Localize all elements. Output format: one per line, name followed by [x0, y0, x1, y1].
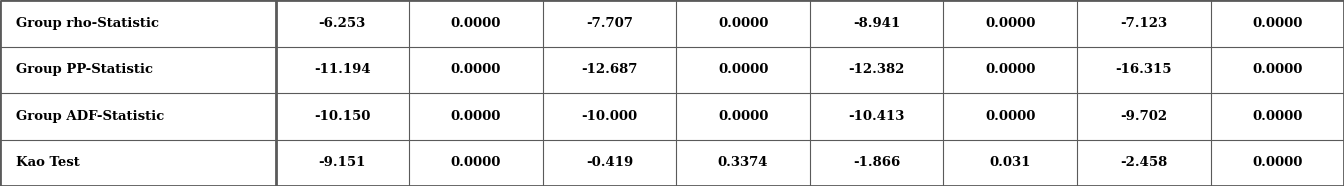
Bar [810, 46, 943, 93]
Text: -11.194: -11.194 [314, 63, 371, 76]
Text: 0.0000: 0.0000 [1253, 63, 1302, 76]
Bar [409, 140, 543, 186]
Bar [943, 93, 1077, 140]
Bar [676, 46, 810, 93]
Text: -12.687: -12.687 [582, 63, 637, 76]
Text: -9.151: -9.151 [319, 156, 366, 169]
Bar [543, 93, 676, 140]
Bar [276, 0, 409, 46]
Text: 0.0000: 0.0000 [718, 63, 769, 76]
Bar [409, 46, 543, 93]
Bar [276, 93, 409, 140]
Text: 0.0000: 0.0000 [985, 110, 1035, 123]
Text: -7.123: -7.123 [1121, 17, 1168, 30]
Text: Kao Test: Kao Test [16, 156, 79, 169]
Text: -12.382: -12.382 [848, 63, 905, 76]
Text: -10.150: -10.150 [314, 110, 371, 123]
Text: 0.0000: 0.0000 [450, 17, 501, 30]
Bar [810, 0, 943, 46]
Text: 0.031: 0.031 [989, 156, 1031, 169]
Bar [1077, 46, 1211, 93]
Bar [810, 93, 943, 140]
Text: 0.0000: 0.0000 [450, 110, 501, 123]
Bar [1077, 0, 1211, 46]
Text: 0.0000: 0.0000 [450, 63, 501, 76]
Bar [1077, 140, 1211, 186]
Text: -16.315: -16.315 [1116, 63, 1172, 76]
Text: 0.0000: 0.0000 [1253, 17, 1302, 30]
Text: 0.0000: 0.0000 [718, 110, 769, 123]
Text: -9.702: -9.702 [1121, 110, 1168, 123]
Bar [676, 93, 810, 140]
Text: Group ADF-Statistic: Group ADF-Statistic [16, 110, 164, 123]
Bar [276, 46, 409, 93]
Text: 0.0000: 0.0000 [718, 17, 769, 30]
Bar [943, 140, 1077, 186]
Bar [0, 0, 276, 46]
Bar [276, 140, 409, 186]
Bar [1211, 0, 1344, 46]
Bar [943, 0, 1077, 46]
Text: 0.0000: 0.0000 [985, 63, 1035, 76]
Text: 0.0000: 0.0000 [985, 17, 1035, 30]
Text: -10.000: -10.000 [582, 110, 637, 123]
Bar [1211, 46, 1344, 93]
Bar [409, 93, 543, 140]
Text: -8.941: -8.941 [853, 17, 900, 30]
Bar [543, 0, 676, 46]
Bar [943, 46, 1077, 93]
Text: Group PP-Statistic: Group PP-Statistic [16, 63, 153, 76]
Bar [0, 93, 276, 140]
Text: -1.866: -1.866 [853, 156, 900, 169]
Bar [0, 140, 276, 186]
Bar [1211, 93, 1344, 140]
Text: -7.707: -7.707 [586, 17, 633, 30]
Text: -2.458: -2.458 [1121, 156, 1168, 169]
Bar [543, 46, 676, 93]
Bar [0, 46, 276, 93]
Text: 0.3374: 0.3374 [718, 156, 769, 169]
Text: -0.419: -0.419 [586, 156, 633, 169]
Bar [676, 0, 810, 46]
Bar [1211, 140, 1344, 186]
Bar [1077, 93, 1211, 140]
Bar [409, 0, 543, 46]
Text: 0.0000: 0.0000 [1253, 156, 1302, 169]
Text: Group rho-Statistic: Group rho-Statistic [16, 17, 159, 30]
Text: 0.0000: 0.0000 [1253, 110, 1302, 123]
Bar [810, 140, 943, 186]
Bar [543, 140, 676, 186]
Text: 0.0000: 0.0000 [450, 156, 501, 169]
Text: -10.413: -10.413 [848, 110, 905, 123]
Bar [676, 140, 810, 186]
Text: -6.253: -6.253 [319, 17, 366, 30]
